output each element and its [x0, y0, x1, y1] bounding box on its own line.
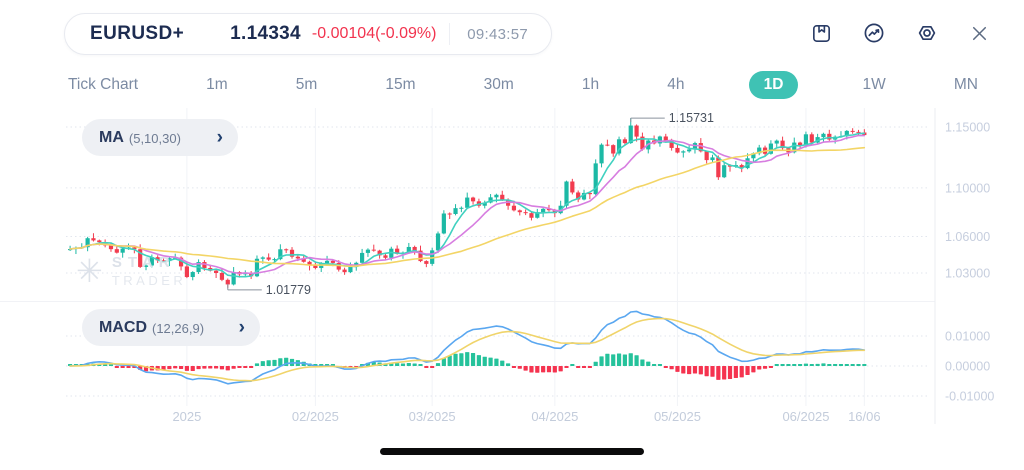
close-icon[interactable]: [968, 22, 991, 45]
x-axis-date-label: 05/2025: [654, 409, 701, 424]
last-price: 1.14334: [230, 23, 301, 44]
price-change: -0.00104(-0.09%): [311, 25, 437, 42]
x-axis-date-label: 03/2025: [409, 409, 456, 424]
ma-lines-layer: [69, 132, 866, 278]
home-indicator-bar[interactable]: [380, 448, 644, 455]
x-axis-date-label: 2025: [172, 409, 201, 424]
chevron-right-icon: ›: [238, 317, 245, 338]
x-axis-date-label: 16/06: [848, 409, 881, 424]
symbol-name: EURUSD+: [90, 23, 185, 44]
chevron-right-icon: ›: [216, 127, 223, 148]
x-axis-date-label: 06/2025: [782, 409, 829, 424]
tab-15m[interactable]: 15m: [385, 76, 416, 93]
macd-line: [69, 310, 866, 385]
tab-5m[interactable]: 5m: [295, 76, 318, 93]
axis-labels: 1.15000 1.10000 1.06000 1.03000 0.01000 0.000…: [172, 121, 994, 425]
price-annotations: 1.15731 1.01779: [227, 111, 714, 297]
indicator-icon[interactable]: [862, 21, 886, 45]
y-axis-macd-label: -0.01000: [945, 390, 994, 404]
macd-layer: [68, 310, 867, 385]
tab-1w[interactable]: 1W: [862, 76, 886, 93]
low-price-annotation: 1.01779: [266, 283, 311, 297]
y-axis-macd-label: 0.01000: [945, 330, 990, 344]
ma-indicator-badge[interactable]: MA (5,10,30) ›: [82, 119, 238, 156]
header-divider: [449, 23, 451, 45]
tab-tick-chart[interactable]: Tick Chart: [68, 76, 139, 93]
ma30-line: [69, 146, 866, 268]
ma-indicator-name: MA: [99, 128, 124, 146]
header-actions: [810, 21, 991, 45]
ma5-line: [69, 132, 866, 278]
tab-4h[interactable]: 4h: [667, 76, 685, 93]
signal-line: [69, 317, 866, 382]
tab-30m[interactable]: 30m: [483, 76, 514, 93]
ma-indicator-params: (5,10,30): [128, 130, 181, 146]
y-axis-price-label: 1.15000: [945, 121, 990, 135]
macd-indicator-name: MACD: [99, 318, 147, 336]
x-axis-date-label: 04/2025: [531, 409, 578, 424]
tab-1h[interactable]: 1h: [581, 76, 600, 93]
bookmark-icon[interactable]: [810, 22, 833, 45]
x-axis-date-label: 02/2025: [292, 409, 339, 424]
y-axis-macd-label: 0.00000: [945, 360, 990, 374]
y-axis-price-label: 1.10000: [945, 181, 990, 195]
y-axis-price-label: 1.06000: [945, 230, 990, 244]
symbol-quote-pill[interactable]: EURUSD+ 1.14334 -0.00104(-0.09%) 09:43:5…: [64, 13, 552, 55]
quote-time: 09:43:57: [467, 25, 528, 43]
tab-1m[interactable]: 1m: [206, 76, 228, 93]
settings-icon[interactable]: [915, 21, 939, 45]
macd-indicator-badge[interactable]: MACD (12,26,9) ›: [82, 309, 260, 346]
tab-mn[interactable]: MN: [953, 76, 978, 93]
timeframe-tabs: Tick Chart 1m 5m 15m 30m 1h 4h 1D 1W MN: [64, 69, 982, 101]
high-price-annotation: 1.15731: [669, 111, 714, 125]
macd-indicator-params: (12,26,9): [152, 320, 205, 336]
y-axis-price-label: 1.03000: [945, 267, 990, 281]
tab-1d[interactable]: 1D: [748, 71, 799, 99]
